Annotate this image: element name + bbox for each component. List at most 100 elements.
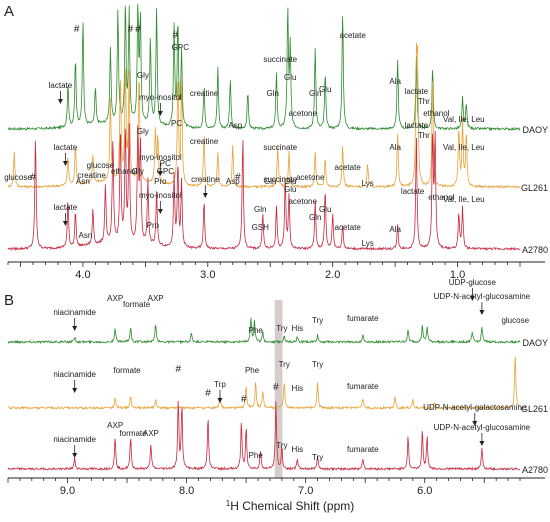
peak-annotation: lactate	[54, 203, 78, 212]
peak-annotation: succinate	[263, 175, 297, 184]
peak-annotation: lactate	[49, 81, 73, 90]
hash-marker: #	[241, 394, 247, 405]
series-label: GL261	[521, 183, 548, 193]
panel-a: DAOY GL261 A2780 lactate # # # Gly myo-inositol G…	[4, 4, 548, 281]
peak-annotation: GSH	[252, 223, 270, 232]
hash-marker: #	[173, 30, 179, 41]
peak-annotation: lactate	[401, 187, 425, 196]
peak-annotation: AXP	[143, 429, 159, 438]
peak-annotation: acetate	[335, 223, 362, 232]
peak-annotation: GPC	[157, 167, 175, 176]
peak-annotation: Asp	[228, 121, 242, 130]
peak-annotation: UDP-N-acetyl-glucosamine	[434, 423, 531, 432]
peak-annotation: glucose	[4, 173, 32, 182]
x-tick-label: 3.0	[200, 269, 215, 281]
peak-annotation: Trp	[214, 380, 226, 389]
annotation-arrowhead	[203, 193, 208, 198]
peak-annotation: Gly	[137, 71, 149, 80]
peak-annotation: acetone	[288, 109, 317, 118]
peak-annotation: His	[292, 384, 304, 393]
series-label: A2780	[522, 245, 548, 255]
annotation-arrowhead	[58, 99, 63, 104]
annotation-arrowhead	[217, 398, 222, 403]
hash-marker: #	[235, 172, 241, 183]
peak-annotation: succinate	[263, 55, 297, 64]
peak-annotation: UDP-N-acetyl-glucosamine	[434, 292, 531, 301]
x-tick-label: 8.0	[179, 485, 194, 497]
peak-annotation: Pro	[154, 177, 167, 186]
peak-annotation: niacinamide	[53, 435, 96, 444]
peak-annotation: Glu	[284, 185, 296, 194]
x-tick-label: 7.0	[298, 485, 313, 497]
annotation-arrowhead	[72, 326, 77, 331]
peak-annotation: Phe	[249, 451, 264, 460]
annotation-arrowhead	[479, 310, 484, 315]
peak-annotation: fumarate	[347, 445, 379, 454]
peak-annotation: Try	[312, 453, 323, 462]
peak-annotation: fumarate	[347, 314, 379, 323]
peak-annotation: Asn	[79, 231, 93, 240]
peak-annotation: fumarate	[347, 382, 379, 391]
x-tick-label: 2.0	[325, 269, 340, 281]
peak-annotation: niacinamide	[53, 370, 96, 379]
hash-marker: #	[205, 388, 211, 399]
peak-annotation: Glu	[319, 85, 331, 94]
peak-annotation: Phe	[245, 366, 260, 375]
x-tick-label: 6.0	[417, 485, 432, 497]
peak-annotation: Gly	[137, 127, 149, 136]
peak-annotation: Thr	[418, 131, 430, 140]
peak-annotation: His	[292, 445, 304, 454]
peak-annotation: Glu	[284, 73, 296, 82]
peak-annotation: Gly	[132, 167, 144, 176]
peak-annotation: Ala	[389, 225, 401, 234]
peak-annotation: Gln	[254, 205, 266, 214]
peak-annotation: myo-inositol	[139, 93, 182, 102]
hash-marker: #	[128, 24, 134, 35]
peak-annotation: Ala	[389, 143, 401, 152]
annotation-arrowhead	[479, 441, 484, 446]
peak-annotation: Try	[276, 441, 287, 450]
peak-annotation: Lys	[362, 239, 374, 248]
peak-annotation: succinate	[263, 143, 297, 152]
peak-annotation: AXP	[107, 294, 123, 303]
annotation-arrowhead	[158, 111, 163, 116]
annotation-arrowhead	[158, 209, 163, 214]
peak-annotation: Val, Ile, Leu	[443, 195, 485, 204]
panel-label-b: B	[4, 292, 14, 309]
series-label: DAOY	[522, 125, 548, 135]
peak-annotation: Try	[312, 316, 323, 325]
hash-marker: #	[74, 24, 80, 35]
annotation-arrowhead	[72, 453, 77, 458]
panel-label-a: A	[4, 3, 14, 20]
x-axis-label: 1H Chemical Shift (ppm)	[226, 499, 354, 513]
peak-annotation: lactate	[405, 87, 429, 96]
peak-annotation: Lys	[362, 179, 374, 188]
panel-b: DAOYGL261A2780niacinamideAXPformateAXPPh…	[8, 278, 548, 497]
hash-marker: #	[175, 364, 181, 375]
annotation-arrowhead	[72, 388, 77, 393]
peak-annotation: Gln	[309, 213, 321, 222]
peak-annotation: PC	[171, 119, 182, 128]
peak-annotation: Thr	[418, 97, 430, 106]
peak-annotation: Gln	[267, 89, 279, 98]
peak-annotation: Try	[279, 360, 290, 369]
peak-annotation: niacinamide	[53, 308, 96, 317]
peak-annotation: creatine	[77, 171, 106, 180]
peak-annotation: acetate	[335, 163, 362, 172]
peak-annotation: acetone	[296, 173, 325, 182]
peak-annotation: myo-inositol	[139, 191, 182, 200]
peak-annotation: creatine	[190, 89, 219, 98]
peak-annotation: Try	[276, 324, 287, 333]
peak-annotation: acetate	[340, 31, 367, 40]
peak-annotation: creatine	[190, 137, 219, 146]
peak-annotation: creatine	[191, 175, 220, 184]
peak-annotation: UDP-glucose	[449, 278, 497, 287]
peak-annotation: Pro	[147, 221, 160, 230]
peak-annotation: glucose	[501, 316, 529, 325]
hash-marker: #	[273, 382, 279, 393]
hash-marker: #	[30, 172, 36, 183]
peak-annotation: AXP	[148, 294, 164, 303]
spectrum-daoy-b	[8, 318, 520, 343]
